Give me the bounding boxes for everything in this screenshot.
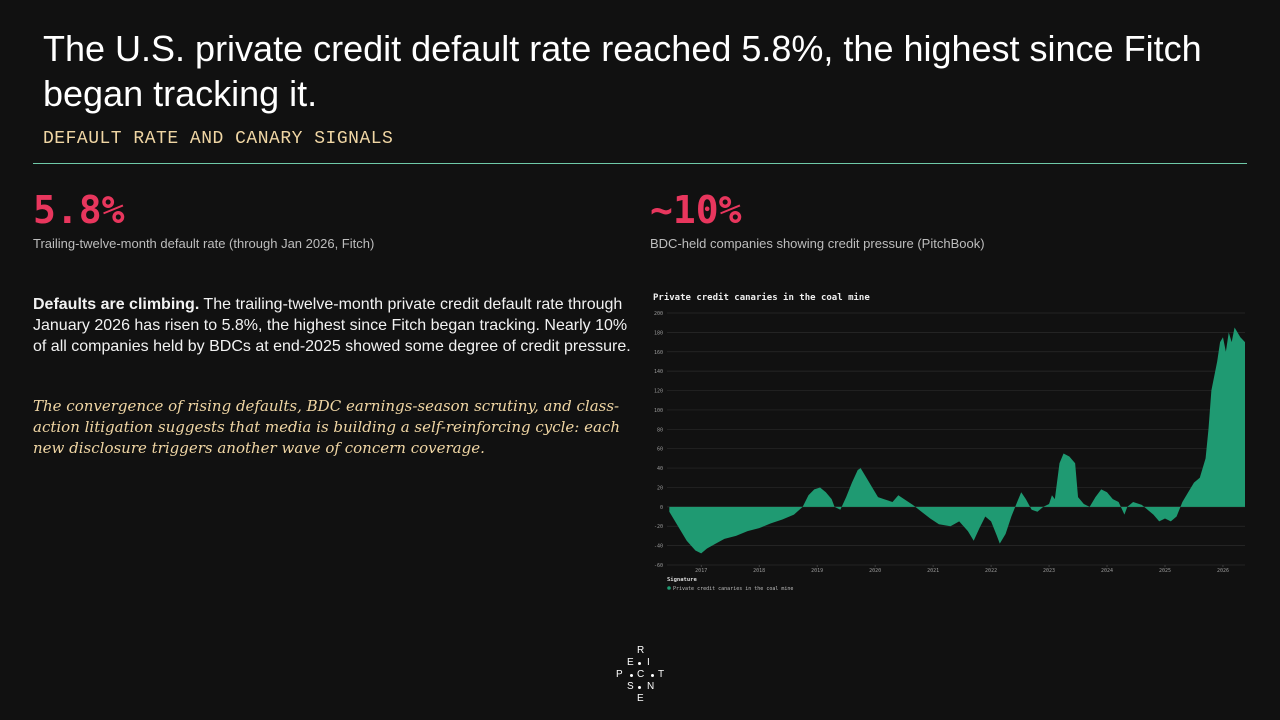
x-tick-label: 2017 bbox=[695, 568, 707, 574]
logo-letter: N bbox=[647, 681, 655, 692]
paragraph: Defaults are climbing. The trailing-twel… bbox=[33, 294, 633, 357]
body: The trailing-twelve-month private credit… bbox=[33, 296, 631, 355]
y-tick-label: 80 bbox=[657, 427, 663, 433]
y-tick-label: 40 bbox=[657, 466, 663, 472]
logo-dot bbox=[638, 686, 641, 689]
x-tick-label: 2021 bbox=[927, 568, 939, 574]
y-tick-label: 0 bbox=[660, 505, 663, 511]
logo-dot bbox=[638, 662, 641, 665]
subtitle: DEFAULT RATE AND CANARY SIGNALS bbox=[43, 129, 394, 149]
y-tick-label: -40 bbox=[654, 544, 663, 550]
y-tick-label: 120 bbox=[654, 389, 663, 395]
logo-letter: R bbox=[637, 645, 645, 656]
logo-dot bbox=[651, 674, 654, 677]
legend-label: Private credit canaries in the coal mine bbox=[673, 586, 793, 592]
x-tick-label: 2019 bbox=[811, 568, 823, 574]
lead: Defaults are climbing. bbox=[33, 296, 200, 313]
x-tick-label: 2023 bbox=[1043, 568, 1055, 574]
logo-letter: E bbox=[627, 657, 634, 668]
logo-dot bbox=[630, 674, 633, 677]
logo-letter: T bbox=[658, 669, 665, 680]
x-tick-label: 2024 bbox=[1101, 568, 1113, 574]
y-tick-label: 100 bbox=[654, 408, 663, 414]
x-tick-label: 2022 bbox=[985, 568, 997, 574]
x-tick-label: 2020 bbox=[869, 568, 881, 574]
y-tick-label: 160 bbox=[654, 350, 663, 356]
area bbox=[669, 327, 1245, 554]
x-tick-label: 2025 bbox=[1159, 568, 1171, 574]
logo-letter: I bbox=[647, 657, 650, 668]
legend-title: Signature bbox=[667, 577, 697, 583]
x-tick-label: 2026 bbox=[1217, 568, 1229, 574]
y-tick-label: -20 bbox=[654, 524, 663, 530]
y-tick-label: 60 bbox=[657, 447, 663, 453]
stat-label: Trailing-twelve-month default rate (thro… bbox=[33, 236, 375, 251]
y-tick-label: 200 bbox=[654, 311, 663, 317]
legend-swatch bbox=[667, 586, 671, 590]
stat-label: BDC-held companies showing credit pressu… bbox=[650, 236, 985, 251]
divider bbox=[33, 163, 1247, 164]
x-tick-label: 2018 bbox=[753, 568, 765, 574]
y-tick-label: -60 bbox=[654, 563, 663, 569]
chart-title: Private credit canaries in the coal mine bbox=[653, 292, 870, 303]
note: The convergence of rising defaults, BDC … bbox=[33, 397, 621, 457]
logo-letter: S bbox=[627, 681, 634, 692]
y-tick-label: 140 bbox=[654, 369, 663, 375]
stat-value: ~10% bbox=[650, 188, 742, 232]
logo-letter: E bbox=[637, 693, 644, 704]
slide-title: The U.S. private credit default rate rea… bbox=[43, 28, 1202, 114]
y-tick-label: 180 bbox=[654, 330, 663, 336]
logo-letter: P bbox=[616, 669, 623, 680]
stat-value: 5.8% bbox=[33, 188, 125, 232]
chart: Private credit canaries in the coal mine… bbox=[653, 292, 1245, 592]
logo-letter: C bbox=[637, 669, 645, 680]
y-tick-label: 20 bbox=[657, 485, 663, 491]
